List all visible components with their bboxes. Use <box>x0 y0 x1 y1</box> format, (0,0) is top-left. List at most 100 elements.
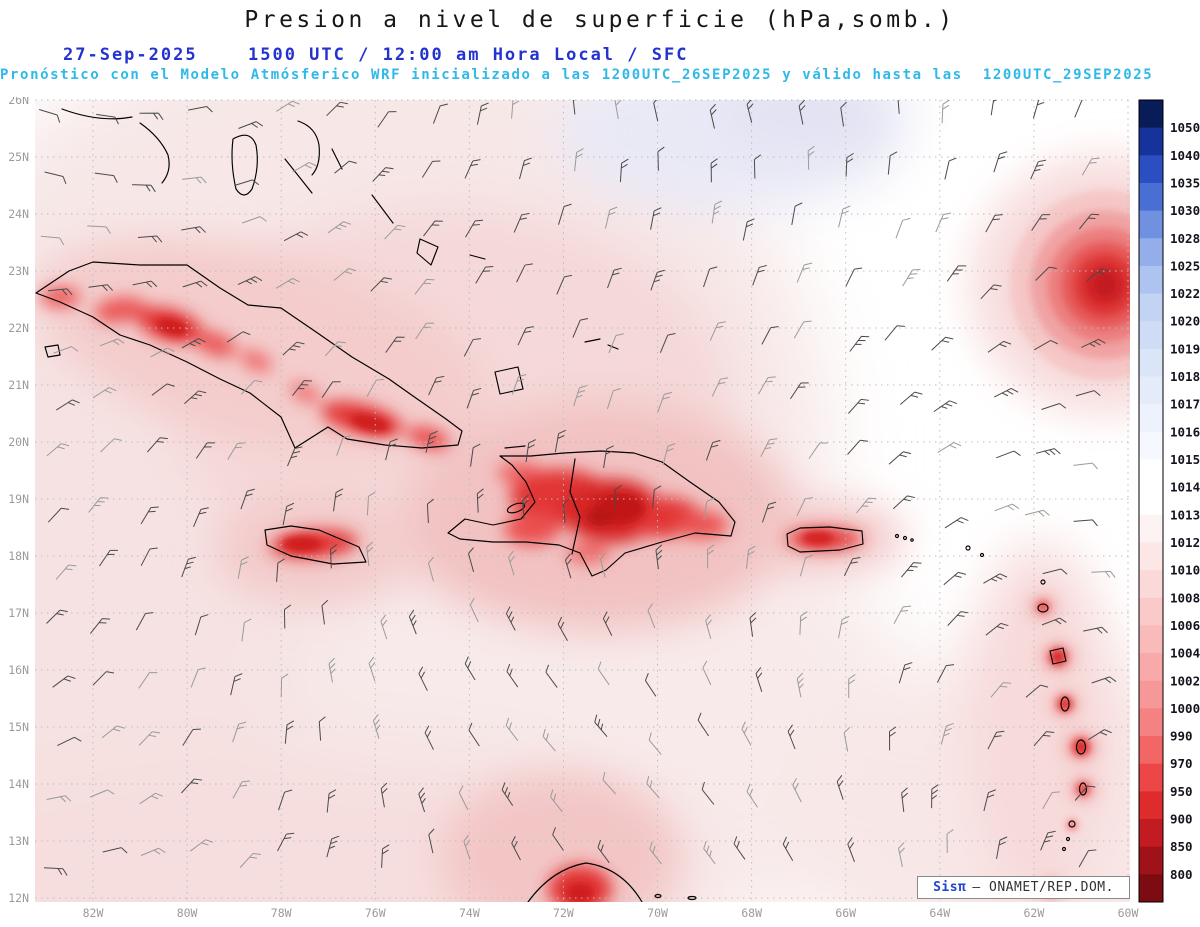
colorbar-label: 1028 <box>1170 231 1200 246</box>
lat-label: 22N <box>8 321 29 335</box>
lon-label: 80W <box>177 906 198 920</box>
colorbar-swatch <box>1139 431 1163 460</box>
colorbar-swatch <box>1139 459 1163 488</box>
colorbar-swatch <box>1139 155 1163 184</box>
bahamas-islands <box>61 108 619 395</box>
colorbar-label: 1002 <box>1170 673 1200 688</box>
colorbar-swatch <box>1139 736 1163 765</box>
colorbar-label: 1014 <box>1170 480 1200 495</box>
colorbar-swatch <box>1139 763 1163 792</box>
lat-label: 26N <box>8 97 29 107</box>
colorbar-swatch <box>1139 819 1163 848</box>
colorbar-swatch <box>1139 210 1163 239</box>
page-title: Presion a nivel de superficie (hPa,somb.… <box>244 7 956 33</box>
colorbar-label: 1035 <box>1170 176 1200 191</box>
lon-label: 72W <box>553 906 574 920</box>
puerto-rico-coastline <box>786 526 864 553</box>
lat-label: 20N <box>8 435 29 449</box>
colorbar-label: 1012 <box>1170 535 1200 550</box>
lat-label: 25N <box>8 150 29 164</box>
colorbar-swatch <box>1139 514 1163 543</box>
coastlines <box>35 108 1088 902</box>
colorbar-label: 1022 <box>1170 286 1200 301</box>
lon-label: 66W <box>835 906 856 920</box>
colorbar-label: 1015 <box>1170 452 1200 467</box>
lat-label: 17N <box>8 606 29 620</box>
jamaica-coastline <box>264 525 367 565</box>
longitude-labels: 82W 80W 78W 76W 74W 72W 70W 68W 66W 64W 62W 60W <box>83 906 1139 920</box>
colorbar-swatch <box>1139 348 1163 377</box>
colorbar-swatch <box>1139 597 1163 626</box>
lon-label: 70W <box>647 906 668 920</box>
colorbar-swatch <box>1139 238 1163 267</box>
colorbar-label: 1004 <box>1170 646 1200 661</box>
colorbar-label: 850 <box>1170 839 1193 854</box>
lon-label: 76W <box>365 906 386 920</box>
colorbar-swatch <box>1139 404 1163 433</box>
model-run-info: Pronóstico con el Modelo Atmósferico WRF… <box>0 67 1154 83</box>
hurricane-pressure-center <box>1010 190 1130 380</box>
colorbar-label: 1017 <box>1170 397 1200 412</box>
colorbar-label: 1013 <box>1170 507 1200 522</box>
pressure-map: 26N 25N 24N 23N 22N 21N 20N 19N 18N 17N 16N 15N 14N 1… <box>8 97 1200 920</box>
colorbar-swatch <box>1139 680 1163 709</box>
credit-onamet-label: – ONAMET/REP.DOM. <box>972 880 1114 895</box>
tortue-island <box>504 445 526 449</box>
colorbar-label: 1040 <box>1170 148 1200 163</box>
lon-label: 64W <box>929 906 950 920</box>
colorbar-label: 800 <box>1170 867 1193 882</box>
haiti-dr-border <box>569 458 581 555</box>
lat-label: 16N <box>8 663 29 677</box>
colorbar-label: 1025 <box>1170 258 1200 273</box>
colorbar-label: 990 <box>1170 729 1193 744</box>
lon-label: 62W <box>1024 906 1045 920</box>
colorbar-swatch <box>1139 487 1163 516</box>
colorbar-swatch <box>1139 570 1163 599</box>
colorbar-swatch <box>1139 874 1163 903</box>
colorbar-label: 1016 <box>1170 424 1200 439</box>
gonave-island <box>506 502 526 514</box>
lon-label: 68W <box>741 906 762 920</box>
pressure-colorbar: 1050 1040 1035 1030 1028 1025 1022 1020 1019 1018… <box>1138 99 1200 903</box>
colorbar-label: 1050 <box>1170 120 1200 135</box>
colorbar-swatch <box>1139 100 1163 129</box>
lon-label: 60W <box>1118 906 1139 920</box>
forecast-date: 27-Sep-2025 <box>63 45 198 65</box>
colorbar-swatch <box>1139 653 1163 682</box>
colorbar-label: 900 <box>1170 812 1193 827</box>
colorbar-label: 1010 <box>1170 563 1200 578</box>
colorbar-label: 1000 <box>1170 701 1200 716</box>
lon-label: 82W <box>83 906 104 920</box>
lat-label: 12N <box>8 891 29 905</box>
lon-label: 78W <box>271 906 292 920</box>
colorbar-label: 1020 <box>1170 314 1200 329</box>
colorbar-label: 950 <box>1170 784 1193 799</box>
lat-label: 23N <box>8 264 29 278</box>
south-america-coastline <box>527 862 697 902</box>
lat-label: 19N <box>8 492 29 506</box>
lat-label: 18N <box>8 549 29 563</box>
colorbar-label: 1030 <box>1170 203 1200 218</box>
forecast-time: 1500 UTC / 12:00 am Hora Local / SFC <box>248 45 689 65</box>
lat-label: 13N <box>8 834 29 848</box>
latitude-labels: 26N 25N 24N 23N 22N 21N 20N 19N 18N 17N 16N 15N 14N 1… <box>8 97 29 905</box>
lat-label: 21N <box>8 378 29 392</box>
isla-juventud <box>44 344 61 358</box>
colorbar-swatch <box>1139 182 1163 212</box>
colorbar-swatch <box>1139 376 1163 405</box>
wind-barbs <box>38 100 1117 876</box>
colorbar-swatch <box>1139 542 1163 571</box>
pressure-shading <box>35 100 1130 902</box>
colorbar-swatch <box>1139 265 1163 294</box>
colorbar-label: 1008 <box>1170 590 1200 605</box>
colorbar-swatch <box>1139 846 1163 875</box>
lat-label: 14N <box>8 777 29 791</box>
colorbar-label: 970 <box>1170 756 1193 771</box>
lat-label: 24N <box>8 207 29 221</box>
credit-sispi-label: Sisπ <box>933 880 967 895</box>
hispaniola-coastline <box>447 450 736 577</box>
colorbar-swatch <box>1139 321 1163 350</box>
colorbar-label: 1006 <box>1170 618 1200 633</box>
colorbar-swatch <box>1139 625 1163 654</box>
